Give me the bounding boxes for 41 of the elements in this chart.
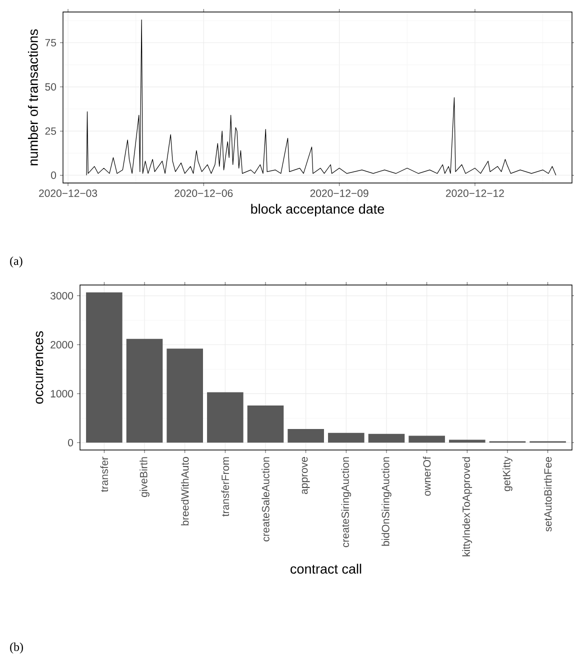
text: (b) bbox=[10, 642, 23, 654]
y-tick-label: 2000 bbox=[50, 341, 74, 348]
x-tick-label: 2020−12−09 bbox=[310, 190, 368, 197]
x-tick-label: getKitty bbox=[502, 456, 512, 492]
bar bbox=[207, 392, 244, 443]
x-tick-label: createSaleAuction bbox=[262, 457, 270, 542]
bar bbox=[86, 292, 122, 443]
y-tick-label: 25 bbox=[45, 127, 56, 135]
y-axis-title: number of transactions bbox=[28, 29, 38, 166]
x-tick-label: createSiringAuction bbox=[341, 457, 352, 548]
x-tick-label: approve bbox=[302, 457, 310, 494]
x-tick-label: breedWithAuto bbox=[181, 456, 189, 526]
line-series bbox=[86, 19, 556, 176]
y-tick-label: 50 bbox=[45, 83, 56, 91]
x-tick-label: transfer bbox=[100, 456, 108, 492]
bar bbox=[126, 338, 163, 443]
x-tick-label: kittyIndexToApproved bbox=[462, 457, 472, 556]
bar bbox=[288, 428, 324, 443]
bar bbox=[408, 436, 445, 443]
x-tick-label: ownerOf bbox=[422, 456, 431, 496]
x-tick-label: 2020−12−06 bbox=[174, 190, 233, 197]
y-tick-label: 75 bbox=[45, 39, 56, 46]
bar bbox=[328, 432, 364, 443]
bar bbox=[368, 434, 405, 443]
bar bbox=[166, 348, 203, 443]
text: (a) bbox=[10, 256, 22, 268]
y-tick-label: 0 bbox=[68, 438, 74, 446]
y-tick-label: 3000 bbox=[50, 292, 74, 300]
y-axis-title: occurrences bbox=[36, 331, 44, 404]
y-tick-label: 1000 bbox=[50, 390, 74, 398]
y-tick-label: 0 bbox=[51, 172, 56, 179]
bar bbox=[247, 405, 284, 443]
x-axis-title: contract call bbox=[290, 564, 362, 574]
x-tick-label: 2020−12−03 bbox=[39, 190, 98, 197]
bar bbox=[449, 440, 486, 443]
x-tick-label: 2020−12−12 bbox=[446, 190, 504, 197]
x-tick-label: giveBirth bbox=[140, 457, 150, 497]
x-tick-label: transferFrom bbox=[221, 457, 230, 516]
x-tick-label: setAutoBirthFee bbox=[544, 457, 552, 532]
x-axis-title: block acceptance date bbox=[251, 204, 384, 216]
x-tick-label: bidOnSiringAuction bbox=[382, 457, 392, 546]
